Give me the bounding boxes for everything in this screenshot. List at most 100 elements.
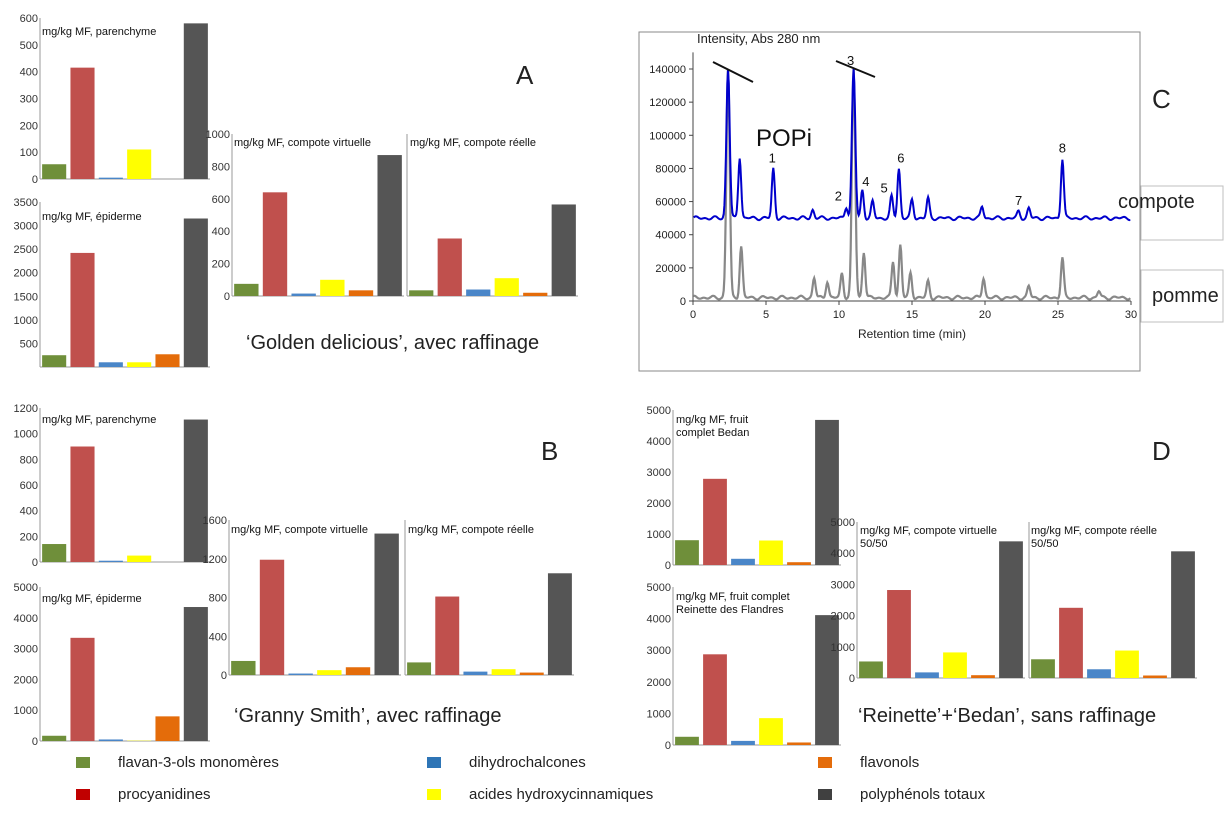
bar-hydroxycinnamiques	[317, 670, 341, 675]
bar-procyanidines	[70, 447, 94, 563]
y-tick-label: 600	[20, 480, 38, 492]
y-tick-label: 1000	[647, 708, 671, 720]
bar-dihydrochalcones	[1087, 669, 1111, 678]
chrom-y-tick-label: 60000	[655, 197, 686, 209]
bar-hydroxycinnamiques	[495, 278, 519, 296]
bar-procyanidines	[70, 638, 94, 741]
bar-procyanidines	[70, 253, 94, 367]
y-tick-label: 800	[209, 593, 227, 605]
chrom-x-label: Retention time (min)	[858, 327, 966, 341]
y-tick-label: 0	[32, 174, 38, 186]
bar-dihydrochalcones	[463, 672, 487, 675]
y-tick-label: 0	[849, 673, 855, 685]
bar-flavonols	[787, 742, 811, 745]
bar-flavonols	[787, 562, 811, 565]
y-tick-label: 5000	[647, 582, 671, 594]
y-tick-label: 2000	[831, 611, 855, 623]
series-label-pomme: pomme	[1152, 285, 1219, 307]
legend-swatch	[818, 757, 832, 768]
legend-item: flavan-3-ols monomères	[76, 754, 279, 771]
legend-item: acides hydroxycinnamiques	[427, 786, 653, 803]
panel-c-letter: C	[1152, 84, 1171, 114]
y-tick-label: 3000	[831, 579, 855, 591]
y-tick-label: 100	[20, 147, 38, 159]
bar-hydroxycinnamiques	[759, 541, 783, 565]
chromatogram: 0200004000060000800001000001200001400000…	[639, 31, 1223, 371]
legend-item: polyphénols totaux	[818, 786, 985, 803]
bar-totaux	[374, 534, 398, 675]
y-tick-label: 200	[212, 259, 230, 271]
chrom-y-tick-label: 120000	[649, 97, 686, 109]
bar-flavan	[409, 290, 433, 296]
peak-label-2: 2	[835, 189, 842, 204]
y-tick-label: 2000	[647, 498, 671, 510]
bar-flavonols	[155, 716, 179, 741]
bar-hydroxycinnamiques	[492, 669, 516, 675]
bar-hydroxycinnamiques	[943, 652, 967, 678]
bar-procyanidines	[260, 560, 284, 675]
bar-procyanidines	[887, 590, 911, 678]
bar-dihydrochalcones	[288, 674, 312, 675]
y-tick-label: 5000	[831, 517, 855, 529]
panel-d-letter: D	[1152, 436, 1171, 466]
chrom-y-tick-label: 140000	[649, 64, 686, 76]
y-tick-label: 200	[20, 120, 38, 132]
y-tick-label: 4000	[14, 613, 38, 625]
y-tick-label: 0	[32, 736, 38, 748]
y-tick-label: 0	[221, 670, 227, 682]
y-tick-label: 1000	[647, 529, 671, 541]
bar-dihydrochalcones	[915, 672, 939, 678]
y-tick-label: 400	[209, 631, 227, 643]
chrom-y-tick-label: 100000	[649, 130, 686, 142]
y-tick-label: 2000	[647, 677, 671, 689]
bar-flavonols	[349, 290, 373, 296]
legend-label: acides hydroxycinnamiques	[469, 786, 653, 803]
y-tick-label: 200	[20, 531, 38, 543]
bar-procyanidines	[435, 597, 459, 675]
peak-label-7: 7	[1015, 193, 1022, 208]
bar-dihydrochalcones	[291, 294, 315, 296]
y-tick-label: 0	[224, 291, 230, 303]
peak-label-1: 1	[769, 150, 776, 165]
y-tick-label: 400	[212, 226, 230, 238]
y-tick-label: 1000	[14, 705, 38, 717]
legend-item: procyanidines	[76, 786, 211, 803]
chart-title: mg/kg MF, compote virtuelle	[231, 524, 368, 536]
bar-hydroxycinnamiques	[759, 718, 783, 745]
bar-dihydrochalcones	[99, 739, 123, 741]
bar-dihydrochalcones	[731, 741, 755, 745]
chart-title: mg/kg MF, parenchyme	[42, 414, 156, 426]
y-tick-label: 3000	[647, 467, 671, 479]
legend-swatch	[427, 789, 441, 800]
bar-procyanidines	[703, 479, 727, 565]
y-tick-label: 3500	[14, 197, 38, 209]
chrom-x-tick-label: 15	[906, 309, 918, 321]
y-tick-label: 4000	[647, 614, 671, 626]
bar-flavonols	[155, 354, 179, 367]
panel-b-letter: B	[541, 436, 558, 466]
chart-title: mg/kg MF, compote virtuelle	[234, 137, 371, 149]
bar-dihydrochalcones	[99, 561, 123, 562]
bar-flavan	[42, 164, 66, 179]
chrom-title: Intensity, Abs 280 nm	[697, 31, 820, 46]
y-tick-label: 0	[665, 560, 671, 572]
bar-procyanidines	[438, 238, 462, 296]
legend-swatch	[76, 757, 90, 768]
y-tick-label: 5000	[14, 582, 38, 594]
legend-item: flavonols	[818, 754, 919, 771]
chrom-x-tick-label: 30	[1125, 309, 1137, 321]
bar-totaux	[552, 204, 576, 296]
chart-title: mg/kg MF, épiderme	[42, 211, 142, 223]
bar-totaux	[815, 615, 839, 745]
chrom-x-tick-label: 20	[979, 309, 991, 321]
bar-chart-8: mg/kg MF, compote réelle	[405, 520, 574, 675]
bar-flavan	[1031, 659, 1055, 678]
caption-golden: ‘Golden delicious’, avec raffinage	[246, 332, 539, 354]
y-tick-label: 1200	[14, 403, 38, 415]
bar-flavonols	[1143, 676, 1167, 678]
